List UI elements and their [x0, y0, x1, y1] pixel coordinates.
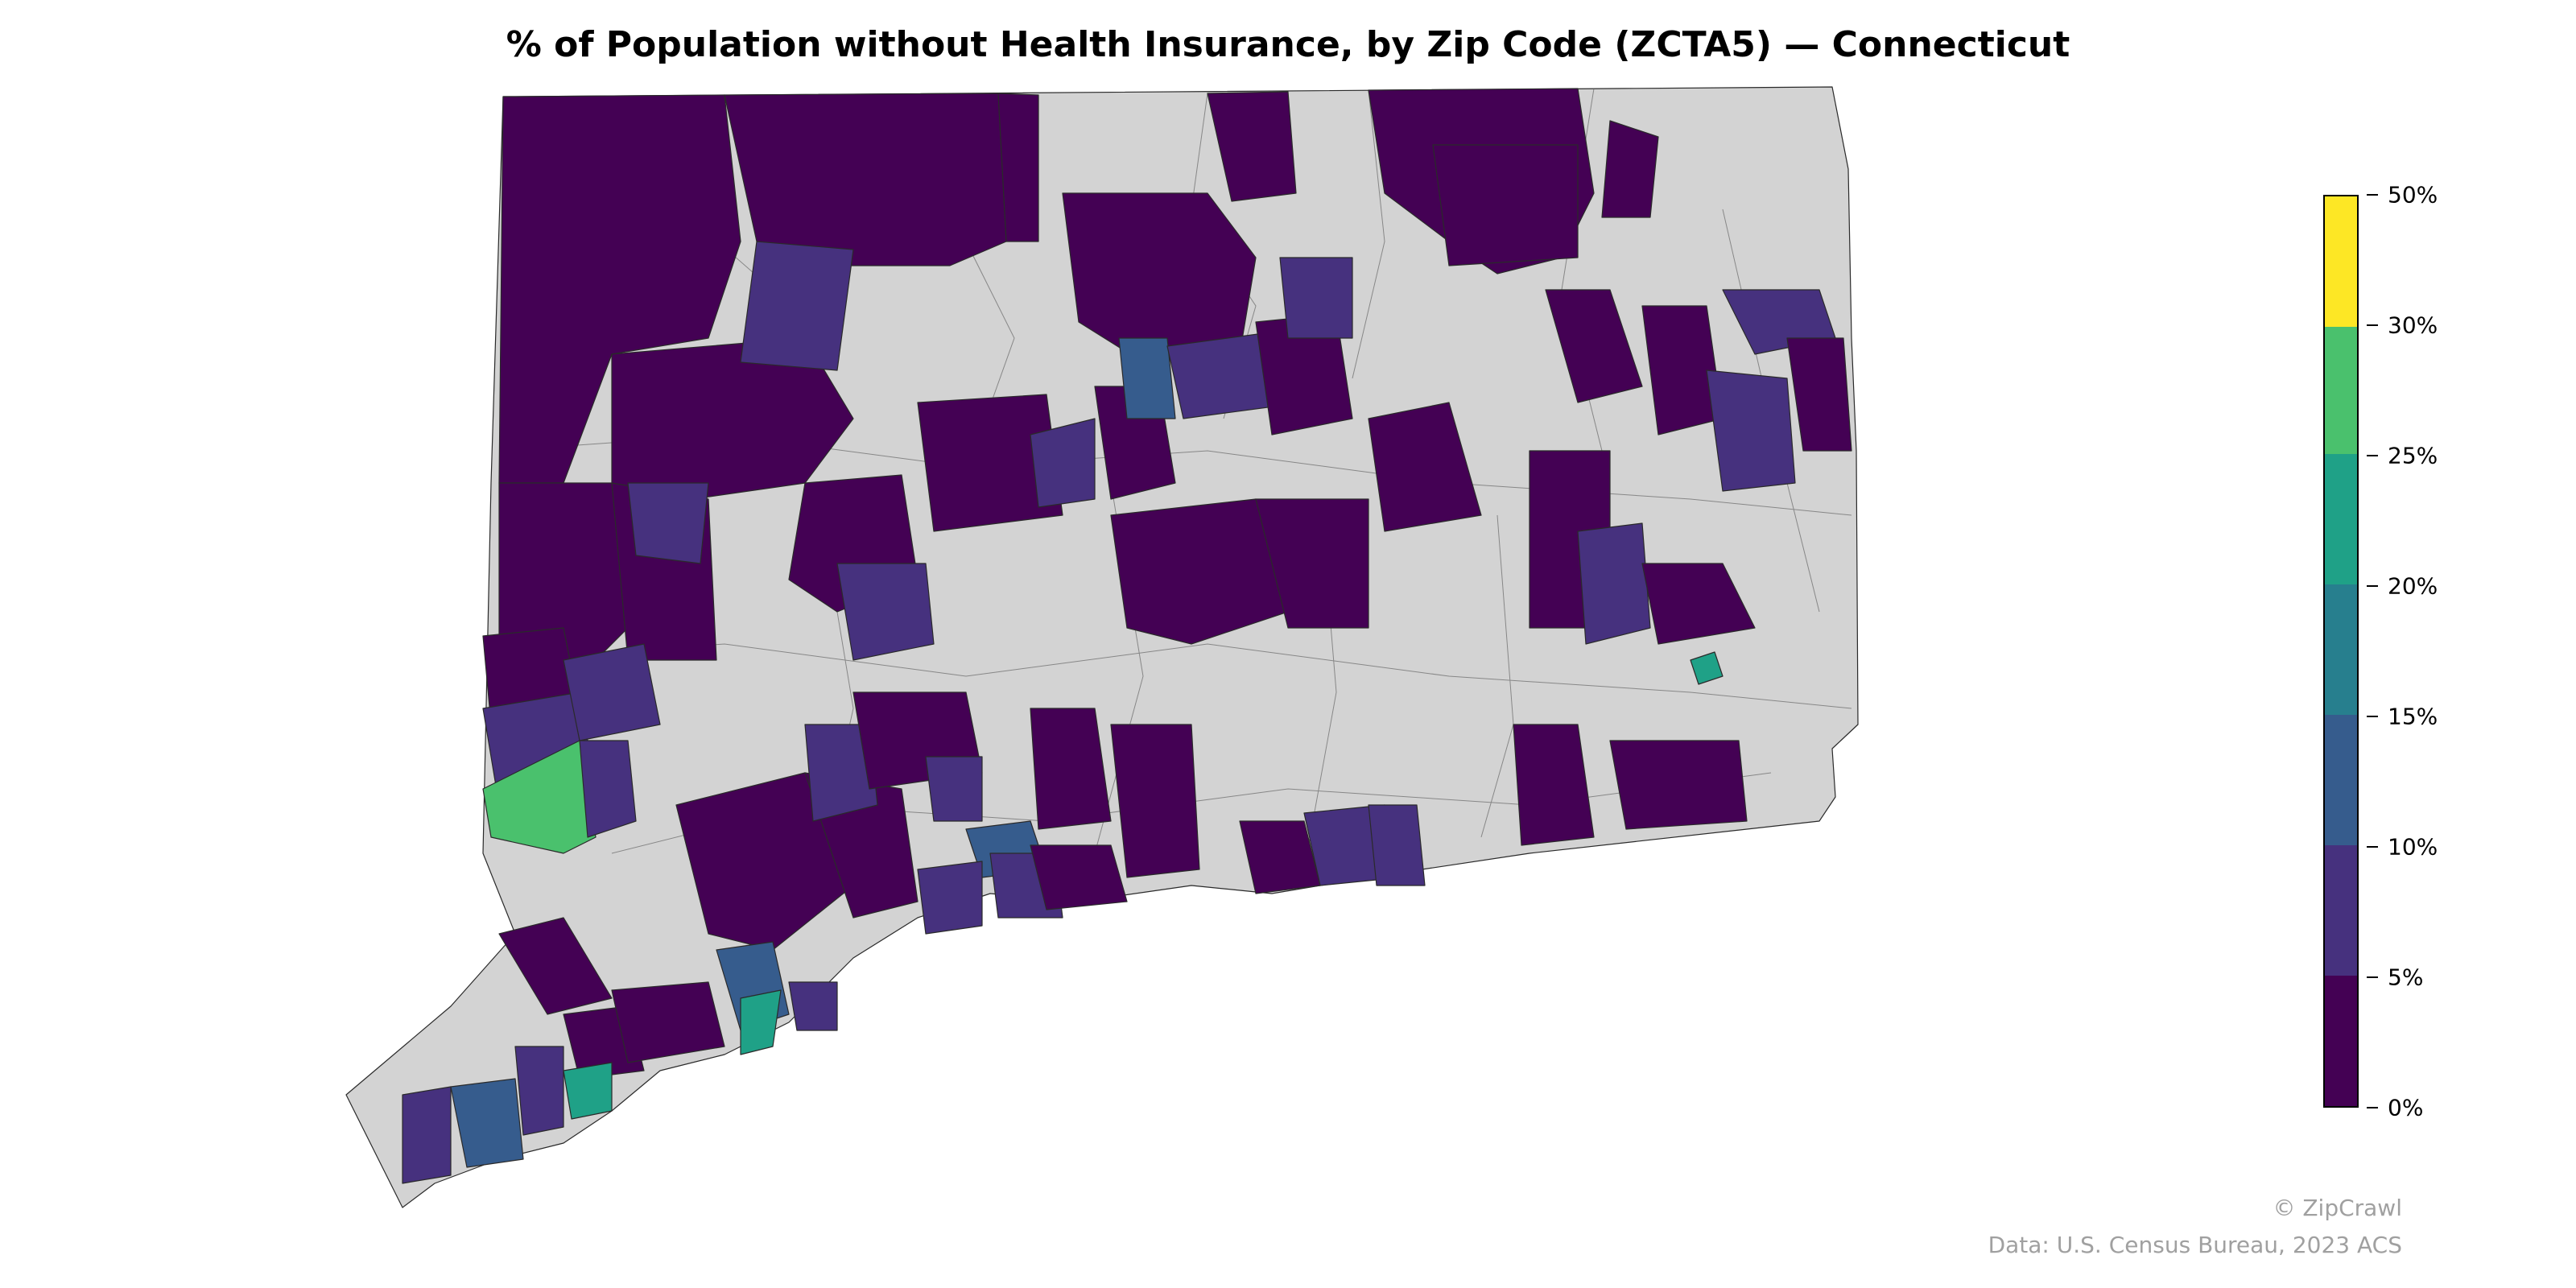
- zip-region: [1110, 724, 1200, 878]
- zip-region: [917, 394, 1063, 532]
- zip-region: [836, 563, 935, 661]
- zip-region: [788, 981, 838, 1031]
- colorbar-tick-mark: [2367, 585, 2378, 587]
- zip-region: [1030, 418, 1096, 508]
- zip-region: [1255, 498, 1369, 629]
- zip-region: [1368, 402, 1482, 532]
- zip-region: [1786, 337, 1852, 452]
- colorbar-tick-label: 20%: [2388, 572, 2438, 600]
- zip-region: [402, 1086, 452, 1184]
- colorbar-tick-mark: [2367, 716, 2378, 717]
- brand-credit: © ZipCrawl: [2273, 1195, 2402, 1221]
- zip-region: [579, 740, 637, 838]
- colorbar-tick-label: 15%: [2388, 703, 2438, 730]
- source-credit: Data: U.S. Census Bureau, 2023 ACS: [1988, 1232, 2402, 1258]
- zip-region: [1609, 740, 1748, 830]
- map-title: % of Population without Health Insurance…: [506, 24, 2070, 65]
- zip-region: [1279, 257, 1353, 339]
- zip-region: [1641, 563, 1756, 645]
- zip-region: [724, 93, 1007, 266]
- zip-region: [675, 772, 854, 951]
- zip-region: [1110, 498, 1289, 645]
- zip-region: [1368, 804, 1426, 886]
- colorbar-tick-mark: [2367, 1107, 2378, 1108]
- zip-region: [514, 1046, 564, 1136]
- zip-region: [997, 93, 1039, 242]
- colorbar-band-15pct: [2325, 584, 2357, 715]
- zip-region: [804, 724, 878, 822]
- colorbar-tick-mark: [2367, 194, 2378, 196]
- colorbar: [2323, 195, 2359, 1108]
- zip-region: [1513, 724, 1595, 846]
- colorbar-tick-mark: [2367, 976, 2378, 978]
- zip-region: [1545, 289, 1643, 403]
- zip-region: [450, 1078, 524, 1168]
- colorbar-tick-mark: [2367, 455, 2378, 456]
- colorbar-band-10pct: [2325, 714, 2357, 845]
- zip-region: [611, 981, 725, 1063]
- zip-region: [1030, 844, 1128, 910]
- colorbar-tick-label: 0%: [2388, 1094, 2424, 1121]
- zip-region: [1432, 144, 1579, 266]
- colorbar-band-top: [2325, 196, 2357, 327]
- zip-region: [1207, 91, 1297, 202]
- zip-region: [740, 989, 782, 1055]
- zip-region: [1690, 651, 1724, 685]
- zip-region: [563, 643, 661, 741]
- colorbar-band-5pct: [2325, 844, 2357, 976]
- zip-region: [627, 482, 709, 564]
- zip-region: [925, 756, 983, 822]
- zip-region: [1030, 708, 1112, 830]
- zip-region: [563, 1062, 613, 1120]
- colorbar-tick-label: 50%: [2388, 181, 2438, 208]
- zip-region: [1577, 522, 1651, 645]
- colorbar-band-25pct: [2325, 323, 2357, 454]
- colorbar-tick-label: 30%: [2388, 312, 2438, 339]
- colorbar-tick-mark: [2367, 324, 2378, 326]
- colorbar-tick-label: 25%: [2388, 442, 2438, 469]
- colorbar-tick-mark: [2367, 846, 2378, 848]
- zip-region: [482, 740, 597, 854]
- zip-region: [740, 241, 854, 371]
- colorbar-tick-label: 10%: [2388, 833, 2438, 861]
- zip-region: [1118, 337, 1176, 419]
- colorbar-band-0pct: [2325, 975, 2357, 1106]
- zip-region: [917, 861, 983, 935]
- zip-region: [498, 917, 613, 1015]
- colorbar-tick-label: 5%: [2388, 964, 2424, 991]
- zip-region: [1706, 369, 1796, 492]
- colorbar-band-20pct: [2325, 453, 2357, 584]
- zip-region: [1601, 120, 1659, 218]
